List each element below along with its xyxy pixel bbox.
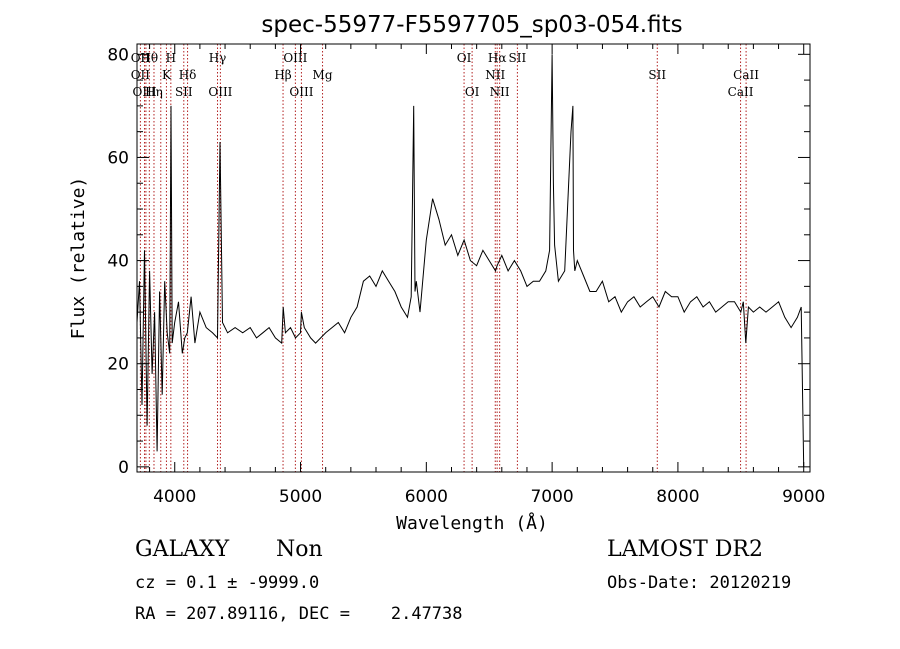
line-label-bottom-20: NII xyxy=(490,85,510,99)
chart-title: spec-55977-F5597705_sp03-054.fits xyxy=(261,12,682,38)
survey-name: LAMOST DR2 xyxy=(607,537,763,562)
line-label-bottom-14: OIII xyxy=(289,85,313,99)
x-axis-label: Wavelength (Å) xyxy=(396,512,548,534)
line-label-mid-0: OII xyxy=(131,68,151,82)
line-label-top-13: OIII xyxy=(283,51,307,65)
y-tick-label-4: 80 xyxy=(107,45,129,65)
line-label-mid-24: CaII xyxy=(733,68,759,82)
redshift-cz: cz = 0.1 ± -9999.0 xyxy=(135,573,320,593)
sky-coordinates: RA = 207.89116, DEC = 2.47738 xyxy=(135,604,463,624)
object-subclass: Non xyxy=(276,537,323,562)
emission-line-markers xyxy=(139,44,747,472)
plot-frame xyxy=(136,43,811,473)
axis-ticks: 4000 5000 6000 7000 8000 9000 0 20 40 60 80 xyxy=(107,44,825,507)
observation-date: Obs-Date: 20120219 xyxy=(607,573,792,593)
line-label-top-7: H xyxy=(166,51,176,65)
line-label-mid-9: Hδ xyxy=(179,68,197,82)
line-label-mid-15: Mg xyxy=(313,68,333,82)
line-label-top-3: Hθ xyxy=(140,51,158,65)
line-label-bottom-8: SII xyxy=(175,85,193,99)
y-tick-label-1: 20 xyxy=(107,355,129,375)
y-tick-label-0: 0 xyxy=(118,458,129,478)
object-class: GALAXY xyxy=(135,537,230,562)
y-axis-label: Flux (relative) xyxy=(68,177,89,340)
spectrum-line xyxy=(136,54,805,467)
y-tick-label-2: 40 xyxy=(107,252,129,272)
line-label-mid-18: NII xyxy=(485,68,505,82)
x-tick-label-4: 8000 xyxy=(656,487,699,507)
line-label-mid-22: SII xyxy=(648,68,666,82)
line-label-top-21: SII xyxy=(509,51,527,65)
line-label-top-16: OI xyxy=(457,51,472,65)
line-label-top-10: Hγ xyxy=(209,51,227,65)
x-tick-label-0: 4000 xyxy=(153,487,196,507)
line-label-bottom-23: CaII xyxy=(728,85,754,99)
line-label-mid-6: K xyxy=(162,68,172,82)
line-label-bottom-17: OI xyxy=(465,85,480,99)
y-tick-label-3: 60 xyxy=(107,148,129,168)
line-label-top-19: Hα xyxy=(488,51,507,65)
x-tick-label-3: 7000 xyxy=(530,487,573,507)
line-label-mid-12: Hβ xyxy=(274,68,291,82)
line-label-bottom-4: Hη xyxy=(145,85,163,99)
x-tick-label-2: 6000 xyxy=(405,487,448,507)
emission-line-labels: OIIOIIOIIIHθHηKHSIIHδHγOIIIHβOIIIOIIIMgO… xyxy=(131,51,760,99)
x-tick-label-5: 9000 xyxy=(782,487,825,507)
x-tick-label-1: 5000 xyxy=(279,487,322,507)
line-label-bottom-1: OIII xyxy=(133,85,157,99)
line-label-bottom-11: OIII xyxy=(208,85,232,99)
